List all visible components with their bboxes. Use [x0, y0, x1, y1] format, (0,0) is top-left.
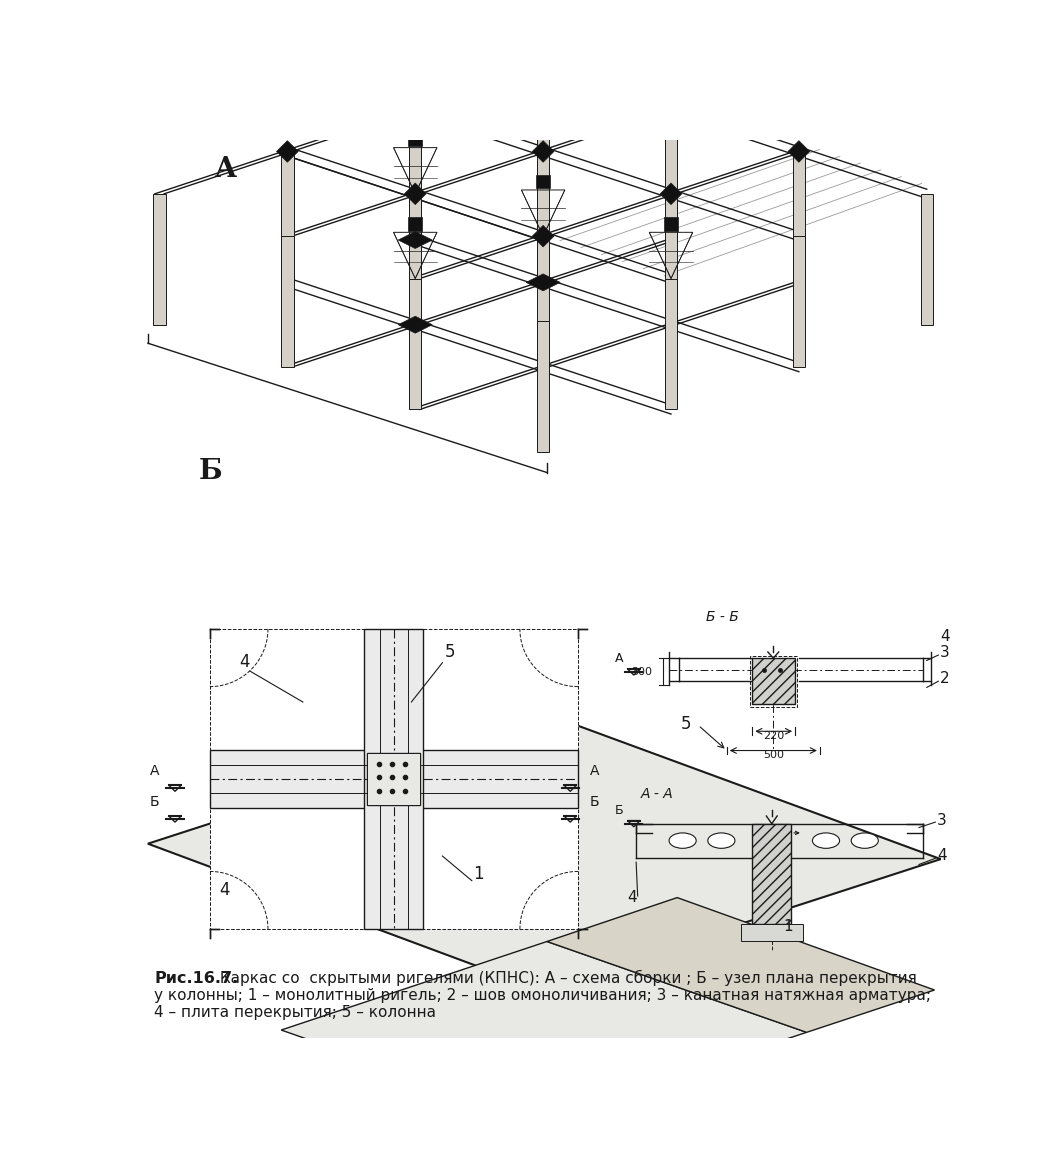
Ellipse shape: [812, 833, 840, 849]
Text: Б: Б: [149, 795, 159, 809]
Polygon shape: [788, 141, 810, 162]
Ellipse shape: [669, 833, 696, 849]
Text: 3: 3: [937, 813, 947, 828]
Text: 4: 4: [219, 880, 230, 899]
Text: 4 – плита перекрытия; 5 – колонна: 4 – плита перекрытия; 5 – колонна: [154, 1005, 436, 1020]
Polygon shape: [526, 274, 560, 290]
Text: Б - Б: Б - Б: [706, 610, 738, 624]
Polygon shape: [276, 141, 299, 162]
Bar: [537, 237, 550, 367]
Text: Б: Б: [614, 803, 623, 816]
Bar: [384, 115, 401, 122]
Text: 1: 1: [473, 865, 484, 883]
Text: А - А: А - А: [641, 787, 674, 801]
Bar: [210, 750, 578, 808]
Polygon shape: [660, 98, 682, 120]
Bar: [536, 175, 550, 189]
Polygon shape: [548, 898, 934, 1032]
Polygon shape: [405, 183, 426, 204]
Polygon shape: [282, 941, 807, 1121]
Bar: [282, 237, 293, 367]
Text: 4: 4: [627, 890, 636, 905]
Text: 1: 1: [784, 920, 793, 934]
Bar: [752, 823, 791, 923]
Bar: [793, 152, 805, 282]
Text: 5: 5: [445, 644, 455, 661]
Text: 3: 3: [940, 645, 950, 660]
Text: 300: 300: [631, 667, 652, 677]
Bar: [364, 628, 423, 929]
Bar: [920, 194, 933, 324]
Text: 500: 500: [762, 750, 784, 760]
Polygon shape: [398, 316, 432, 333]
Text: Б: Б: [198, 458, 222, 485]
Bar: [409, 110, 421, 240]
Text: 4: 4: [937, 848, 947, 863]
Polygon shape: [148, 715, 940, 989]
Text: А: А: [149, 764, 159, 778]
Bar: [537, 321, 550, 451]
Bar: [793, 237, 805, 367]
Polygon shape: [660, 183, 682, 204]
Text: Рис.16.7.: Рис.16.7.: [154, 971, 238, 986]
Bar: [367, 753, 420, 806]
Bar: [752, 658, 795, 704]
Bar: [750, 655, 797, 707]
Bar: [665, 194, 677, 324]
Text: Б: Б: [590, 795, 599, 809]
Bar: [664, 217, 678, 231]
Text: 4: 4: [940, 630, 950, 644]
Bar: [210, 628, 578, 929]
Bar: [665, 110, 677, 240]
Bar: [282, 152, 293, 282]
Text: Каркас со  скрытыми ригелями (КПНС): А – схема сборки ; Б – узел плана перекрыти: Каркас со скрытыми ригелями (КПНС): А – …: [215, 970, 917, 986]
Text: 5: 5: [680, 715, 690, 733]
Bar: [154, 194, 165, 324]
Text: A: A: [214, 156, 235, 183]
Text: у колонны; 1 – монолитный ригель; 2 – шов омоноличивания; 3 – канатная натяжная : у колонны; 1 – монолитный ригель; 2 – шо…: [154, 988, 931, 1003]
Polygon shape: [533, 225, 554, 247]
Bar: [740, 923, 803, 941]
Polygon shape: [533, 141, 554, 162]
Bar: [409, 132, 423, 146]
Text: 4: 4: [239, 653, 250, 672]
Bar: [409, 217, 423, 231]
Polygon shape: [405, 98, 426, 120]
Bar: [409, 194, 421, 324]
Text: А: А: [590, 764, 599, 778]
Text: 220: 220: [762, 731, 784, 740]
Polygon shape: [398, 232, 432, 248]
Text: 2: 2: [940, 670, 950, 686]
Text: А: А: [614, 652, 623, 665]
Ellipse shape: [851, 833, 878, 849]
Bar: [409, 279, 421, 409]
Ellipse shape: [707, 833, 735, 849]
Bar: [367, 753, 420, 806]
Bar: [537, 66, 550, 198]
Bar: [537, 152, 550, 282]
Polygon shape: [533, 56, 554, 78]
Bar: [665, 279, 677, 409]
